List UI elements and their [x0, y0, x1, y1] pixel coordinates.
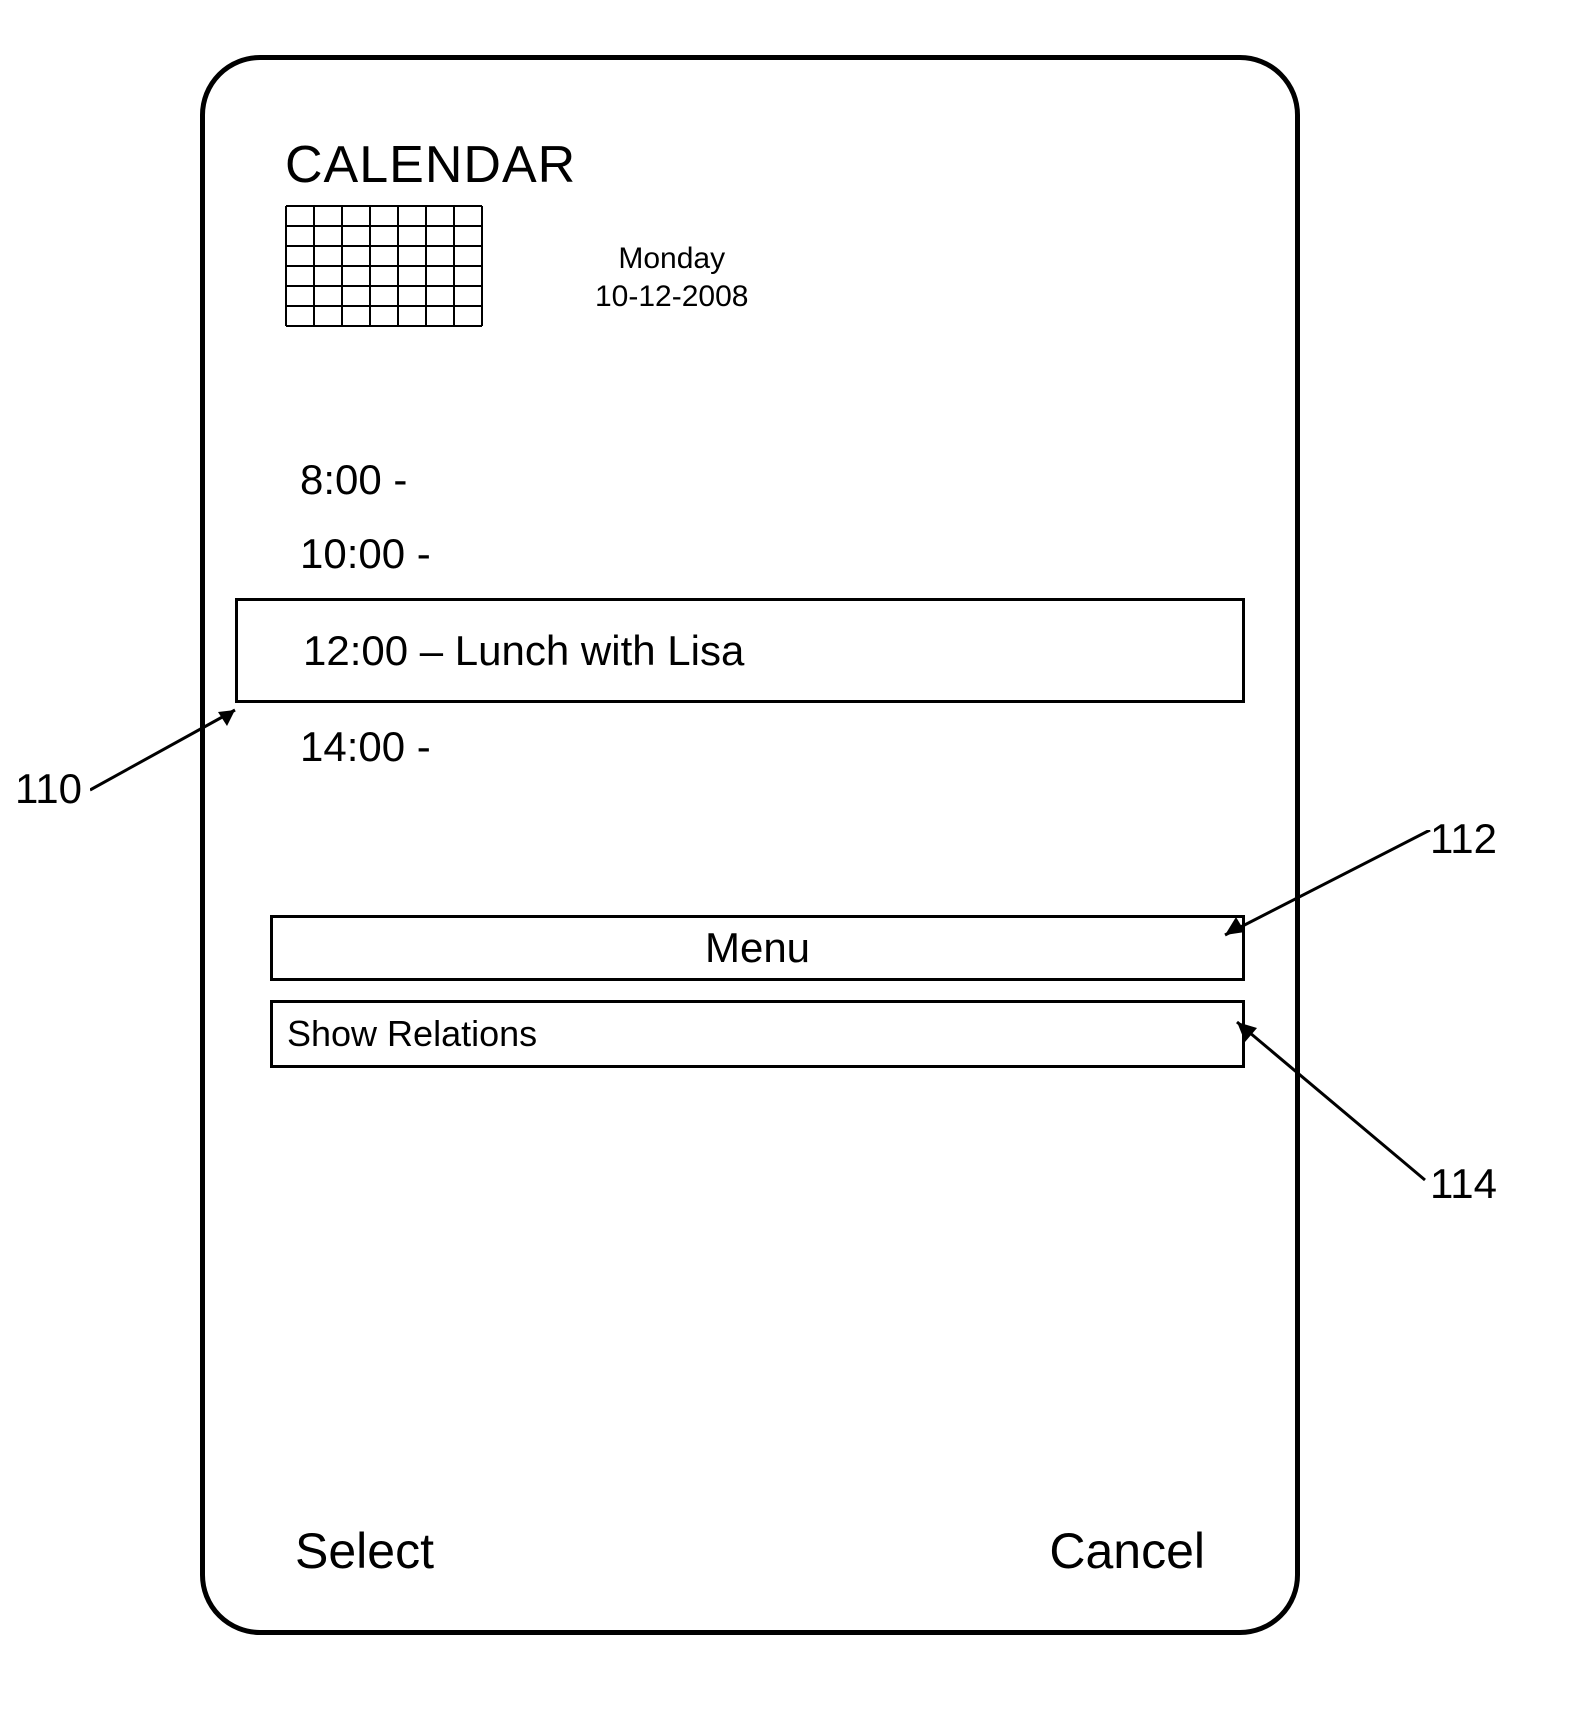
show-relations-button[interactable]: Show Relations: [270, 1000, 1245, 1068]
callout-114-arrow: [1225, 1010, 1445, 1190]
calendar-grid-icon: [285, 205, 483, 332]
date-label: 10-12-2008: [595, 278, 748, 316]
softkey-cancel[interactable]: Cancel: [1049, 1522, 1205, 1580]
softkey-select[interactable]: Select: [295, 1522, 434, 1580]
callout-110-label: 110: [15, 765, 82, 813]
callout-112-label: 112: [1430, 815, 1497, 863]
time-slot-1000[interactable]: 10:00 -: [290, 524, 1250, 584]
time-slot-0800[interactable]: 8:00 -: [290, 450, 1250, 510]
callout-110-arrow: [90, 700, 260, 800]
softkey-bar: Select Cancel: [205, 1522, 1295, 1580]
device-frame: CALENDAR Monday 10-12-2008 8:00 - 10:00 …: [200, 55, 1300, 1635]
callout-112-arrow: [1210, 830, 1440, 950]
app-title: CALENDAR: [285, 135, 576, 195]
menu-button[interactable]: Menu: [270, 915, 1245, 981]
header: CALENDAR: [285, 135, 576, 201]
time-list: 8:00 - 10:00 - 12:00 – Lunch with Lisa 1…: [290, 450, 1250, 791]
weekday-label: Monday: [595, 240, 748, 278]
time-slot-1400[interactable]: 14:00 -: [290, 717, 1250, 777]
date-block: Monday 10-12-2008: [595, 240, 748, 315]
time-slot-1200-selected[interactable]: 12:00 – Lunch with Lisa: [235, 598, 1245, 703]
